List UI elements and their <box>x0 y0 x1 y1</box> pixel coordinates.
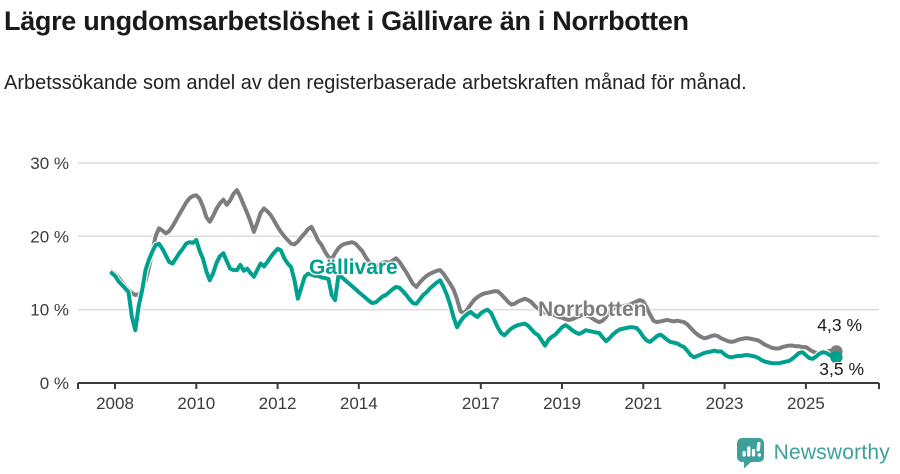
series-line-gallivare <box>109 238 839 366</box>
end-value-label-norrbotten: 4,3 % <box>817 315 862 335</box>
newsworthy-logo-icon <box>736 438 764 469</box>
brand-name: Newsworthy <box>773 441 890 464</box>
y-tick-label-30: 30 % <box>30 154 69 173</box>
x-tick-label-2017: 2017 <box>462 394 500 413</box>
end-value-label-gallivare: 3,5 % <box>819 359 864 379</box>
chart-subtitle: Arbetssökande som andel av den registerb… <box>4 72 747 94</box>
x-tick-label-2019: 2019 <box>543 394 581 413</box>
series-label-gallivare: Gällivare <box>309 256 398 279</box>
x-tick-label-2008: 2008 <box>96 394 134 413</box>
newsworthy-logo-link[interactable]: Newsworthy <box>735 437 890 469</box>
end-dot-gallivare <box>830 351 843 364</box>
series-label-norrbotten: Norrbotten <box>538 298 647 321</box>
x-tick-label-2025: 2025 <box>787 394 825 413</box>
series-line-norrbotten <box>109 188 839 356</box>
page-title: Lägre ungdomsarbetslöshet i Gällivare än… <box>4 6 689 36</box>
y-tick-label-0: 0 % <box>40 374 69 393</box>
series-halo-norrbotten <box>108 186 840 357</box>
x-tick-label-2023: 2023 <box>706 394 744 413</box>
y-tick-label-10: 10 % <box>30 301 69 320</box>
x-tick-label-2021: 2021 <box>624 394 662 413</box>
y-tick-label-20: 20 % <box>30 227 69 246</box>
x-tick-label-2014: 2014 <box>340 394 378 413</box>
x-tick-label-2012: 2012 <box>259 394 297 413</box>
x-tick-label-2010: 2010 <box>177 394 215 413</box>
